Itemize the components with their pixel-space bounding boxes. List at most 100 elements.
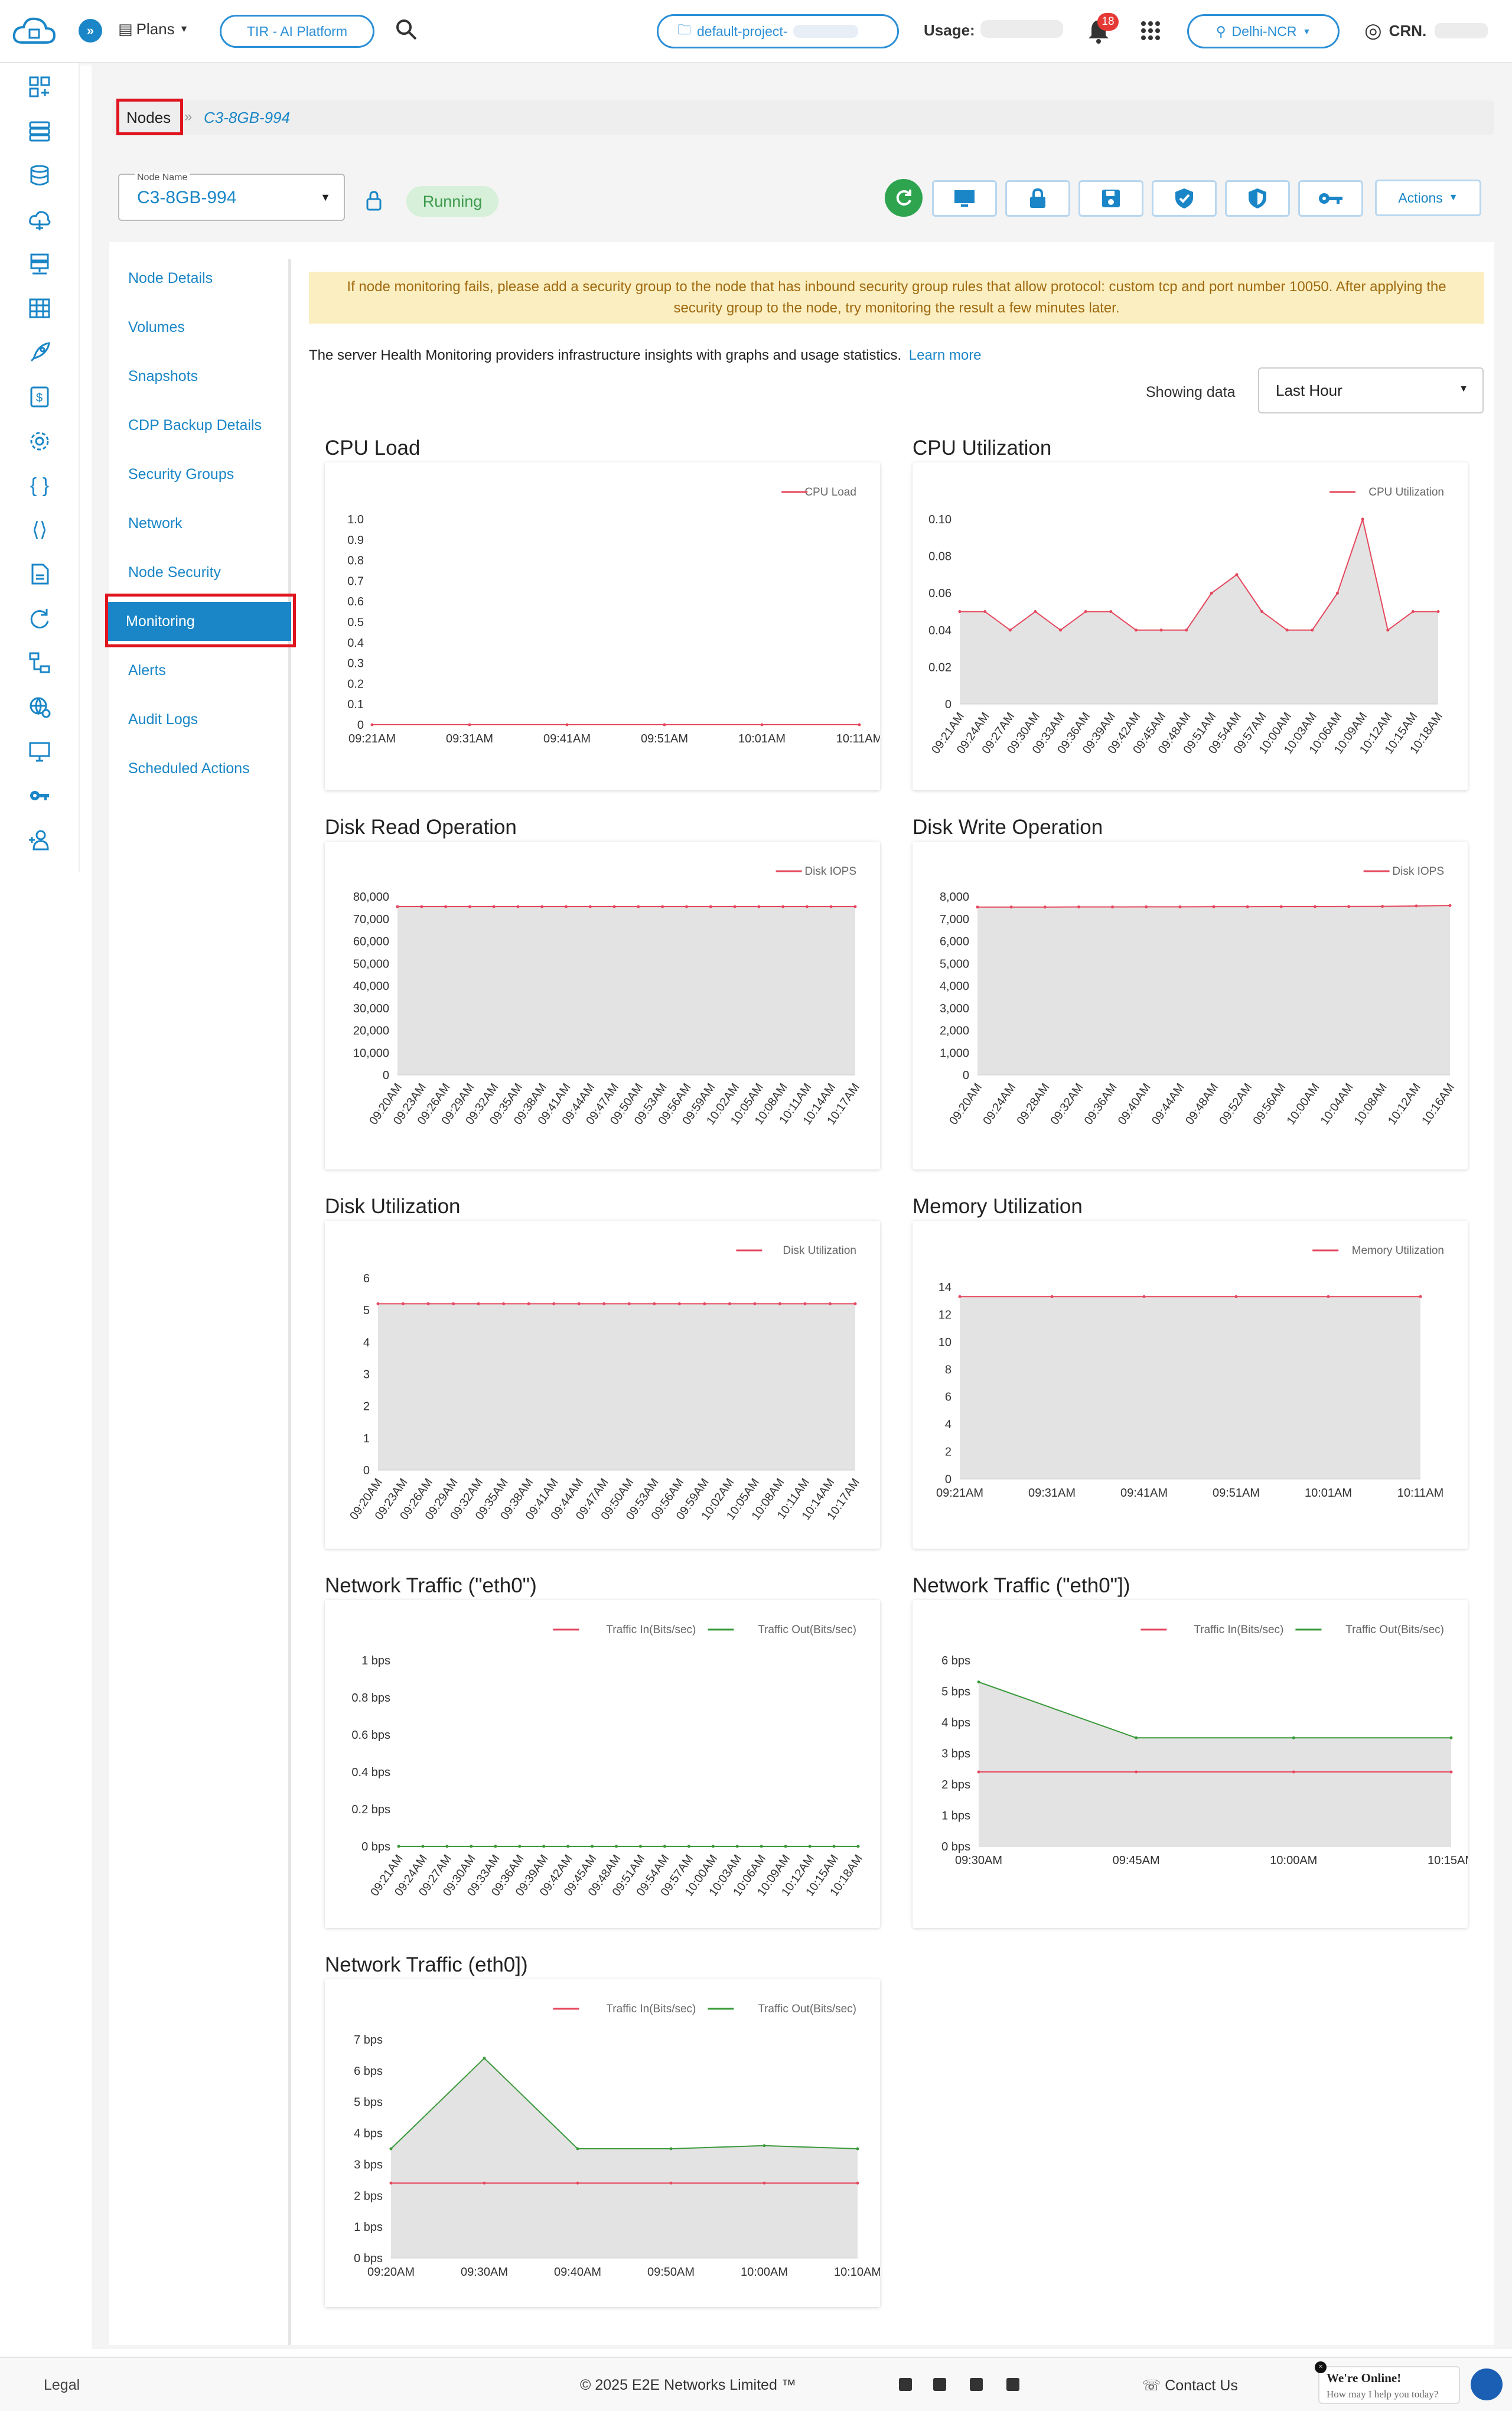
table-grid-icon[interactable] bbox=[27, 295, 53, 321]
apps-grid-icon[interactable] bbox=[1140, 20, 1161, 41]
curly-braces-icon[interactable]: { } bbox=[30, 474, 50, 497]
data-point bbox=[1212, 905, 1216, 908]
nav-scheduled-actions[interactable]: Scheduled Actions bbox=[128, 760, 250, 777]
tir-platform-button[interactable]: TIR - AI Platform bbox=[220, 15, 374, 48]
code-icon[interactable]: ⟨⟩ bbox=[31, 519, 48, 541]
shield-check-button[interactable] bbox=[1152, 180, 1217, 217]
data-point bbox=[627, 1302, 631, 1305]
breadcrumb: Nodes » C3-8GB-994 bbox=[112, 100, 1494, 135]
search-icon[interactable] bbox=[395, 18, 418, 41]
y-tick-label: 70,000 bbox=[353, 913, 389, 926]
x-tick-label: 09:56AM bbox=[1250, 1081, 1288, 1127]
linkedin-icon[interactable] bbox=[899, 2378, 912, 2391]
data-point bbox=[709, 905, 712, 908]
console-button[interactable] bbox=[932, 180, 997, 217]
ssh-key-button[interactable] bbox=[1298, 180, 1363, 217]
x-tick-label: 09:45AM bbox=[1113, 1854, 1160, 1867]
legend-label: Traffic In(Bits/sec) bbox=[606, 1624, 696, 1636]
data-point bbox=[494, 1845, 497, 1848]
refresh-cloud-icon[interactable] bbox=[27, 605, 53, 631]
account-label: CRN. bbox=[1389, 21, 1427, 40]
legal-link[interactable]: Legal bbox=[44, 2377, 80, 2393]
data-point bbox=[397, 1845, 400, 1848]
cloud-upload-icon[interactable] bbox=[27, 207, 53, 233]
actions-dropdown[interactable]: Actions ▼ bbox=[1375, 180, 1481, 216]
x-twitter-icon[interactable] bbox=[970, 2378, 983, 2391]
data-point bbox=[615, 1845, 618, 1848]
server-network-icon[interactable] bbox=[27, 251, 53, 277]
data-point bbox=[1050, 1295, 1054, 1298]
nav-security-groups[interactable]: Security Groups bbox=[128, 465, 234, 483]
logo-icon[interactable] bbox=[11, 13, 58, 51]
data-point bbox=[1327, 1295, 1330, 1298]
nodes-icon[interactable] bbox=[27, 118, 53, 144]
region-selector[interactable]: ⚲ Delhi-NCR ▼ bbox=[1187, 14, 1340, 48]
plans-menu[interactable]: ▤ Plans ▼ bbox=[118, 20, 188, 38]
nav-cdp-backup-details[interactable]: CDP Backup Details bbox=[128, 416, 262, 434]
chat-bubble-icon[interactable] bbox=[1471, 2368, 1503, 2400]
caret-down-icon: ▼ bbox=[1459, 384, 1468, 394]
nav-audit-logs[interactable]: Audit Logs bbox=[128, 711, 198, 728]
area-fill bbox=[391, 2058, 858, 2258]
data-point bbox=[781, 905, 785, 908]
data-point bbox=[828, 1302, 832, 1305]
nav-node-details[interactable]: Node Details bbox=[128, 269, 213, 286]
node-name-select[interactable]: Node Name C3-8GB-994 ▼ bbox=[118, 172, 345, 221]
dashboard-icon[interactable] bbox=[27, 74, 53, 100]
y-tick-label: 0.02 bbox=[928, 661, 951, 674]
document-icon[interactable] bbox=[27, 561, 53, 587]
network-hierarchy-icon[interactable] bbox=[27, 650, 53, 676]
y-tick-label: 1 bps bbox=[354, 2221, 383, 2234]
data-point bbox=[1135, 1770, 1138, 1774]
data-point bbox=[856, 2147, 859, 2151]
breadcrumb-nodes-link[interactable]: Nodes bbox=[126, 109, 171, 126]
area-fill bbox=[378, 1304, 855, 1470]
database-icon[interactable] bbox=[27, 162, 53, 188]
data-point bbox=[669, 2181, 673, 2185]
rss-icon[interactable] bbox=[1006, 2378, 1019, 2391]
chart-card: 8,000 7,000 6,000 5,000 4,000 3,000 2,000 1,000… bbox=[913, 842, 1468, 1169]
chat-title: We're Online! bbox=[1327, 2371, 1402, 2385]
project-selector[interactable]: 🗀 default-project- bbox=[657, 14, 899, 48]
y-tick-label: 1,000 bbox=[940, 1047, 969, 1060]
refresh-button[interactable] bbox=[885, 179, 923, 217]
x-tick-label: 09:41AM bbox=[1120, 1487, 1168, 1500]
nav-alerts[interactable]: Alerts bbox=[128, 662, 166, 679]
key-icon[interactable] bbox=[27, 783, 53, 809]
add-user-icon[interactable] bbox=[27, 827, 53, 853]
nav-snapshots[interactable]: Snapshots bbox=[128, 367, 198, 385]
rocket-icon[interactable] bbox=[27, 340, 53, 366]
nav-monitoring[interactable]: Monitoring bbox=[107, 602, 291, 641]
data-point bbox=[856, 2181, 859, 2185]
learn-more-link[interactable]: Learn more bbox=[908, 347, 982, 363]
lock-icon[interactable] bbox=[365, 190, 383, 214]
data-point bbox=[677, 1302, 681, 1305]
x-tick-label: 10:01AM bbox=[1305, 1487, 1352, 1500]
nav-volumes[interactable]: Volumes bbox=[128, 318, 185, 335]
save-image-button[interactable] bbox=[1078, 180, 1143, 217]
data-point bbox=[1246, 905, 1249, 908]
nav-node-security[interactable]: Node Security bbox=[128, 563, 221, 581]
data-point bbox=[1386, 628, 1390, 632]
security-globe-icon[interactable] bbox=[27, 694, 53, 720]
chat-widget[interactable]: × We're Online! How may I help you today… bbox=[1315, 2361, 1460, 2404]
chart-svg: 14 12 10 8 6 4 2 009:21AM 09:31AM 09:41AM 09:51AM 1… bbox=[936, 1244, 1444, 1500]
security-shield-button[interactable] bbox=[1225, 180, 1290, 217]
data-point bbox=[1448, 904, 1452, 907]
data-point bbox=[976, 905, 979, 909]
contact-us-link[interactable]: ☏ Contact Us bbox=[1142, 2377, 1238, 2394]
monitor-icon[interactable] bbox=[27, 738, 53, 764]
chat-close-icon[interactable]: × bbox=[1315, 2361, 1327, 2373]
billing-icon[interactable]: $ bbox=[27, 384, 53, 410]
facebook-icon[interactable] bbox=[933, 2378, 946, 2391]
settings-gear-icon[interactable] bbox=[27, 428, 53, 454]
lock-node-button[interactable] bbox=[1005, 180, 1070, 217]
data-point bbox=[468, 723, 471, 726]
data-point bbox=[1077, 905, 1080, 909]
data-point bbox=[1034, 610, 1037, 613]
nav-network[interactable]: Network bbox=[128, 514, 183, 532]
account-menu[interactable]: ◎ CRN. bbox=[1364, 19, 1488, 43]
chart-card: 80,000 70,000 60,000 50,000 40,000 30,000 20,0… bbox=[325, 842, 880, 1169]
time-range-select[interactable]: Last Hour ▼ bbox=[1258, 367, 1484, 413]
expand-sidebar-icon[interactable]: » bbox=[79, 19, 102, 43]
